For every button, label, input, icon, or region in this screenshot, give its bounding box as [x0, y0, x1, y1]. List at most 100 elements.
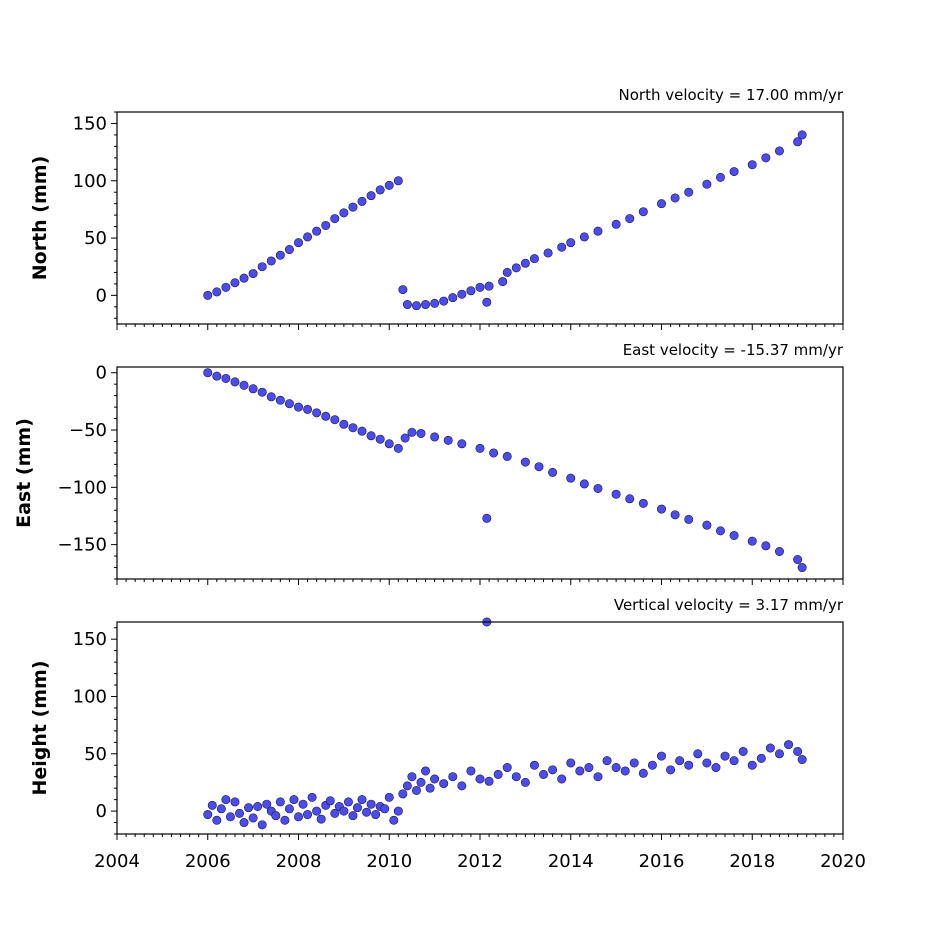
- panel-title-height: Vertical velocity = 3.17 mm/yr: [614, 596, 844, 614]
- data-point-east: [203, 368, 213, 378]
- axes-frame-north: [116, 111, 844, 325]
- data-point-east: [257, 387, 267, 397]
- data-point-height: [520, 777, 530, 787]
- data-point-height: [638, 768, 648, 778]
- data-point-height: [380, 804, 390, 814]
- points-height: [203, 617, 807, 830]
- data-point-east: [457, 439, 467, 449]
- xtick-label-height: 2014: [548, 851, 594, 872]
- data-point-height: [797, 755, 807, 765]
- data-point-north: [761, 153, 771, 163]
- data-point-east: [339, 419, 349, 429]
- data-point-height: [275, 797, 285, 807]
- panel-height: Vertical velocity = 3.17 mm/yr Height (m…: [29, 596, 866, 872]
- data-point-height: [765, 743, 775, 753]
- data-point-height: [566, 758, 576, 768]
- ylabel-east: East (mm): [13, 418, 35, 528]
- data-point-east: [366, 431, 376, 441]
- data-point-height: [548, 765, 558, 775]
- xtick-label-height: 2012: [457, 851, 503, 872]
- data-point-north: [411, 301, 421, 311]
- data-point-height: [253, 801, 263, 811]
- data-point-north: [475, 282, 485, 292]
- data-point-east: [611, 489, 621, 499]
- data-point-height: [298, 799, 308, 809]
- data-point-east: [357, 426, 367, 436]
- data-point-north: [330, 214, 340, 224]
- data-point-height: [529, 760, 539, 770]
- data-point-north: [793, 137, 803, 147]
- data-point-height: [262, 799, 272, 809]
- data-point-north: [375, 185, 385, 195]
- data-point-height: [303, 810, 313, 820]
- data-point-east: [566, 473, 576, 483]
- data-point-east: [221, 373, 231, 383]
- data-point-east: [579, 479, 589, 489]
- data-point-east: [520, 457, 530, 467]
- ytick-label-height: 0: [96, 801, 107, 822]
- data-point-height: [207, 800, 217, 810]
- data-point-height: [212, 815, 222, 825]
- data-point-north: [321, 220, 331, 230]
- data-point-height: [221, 795, 231, 805]
- data-point-east: [284, 399, 294, 409]
- data-point-east: [774, 546, 784, 556]
- data-point-north: [303, 232, 313, 242]
- data-point-height: [466, 766, 476, 776]
- data-point-height: [738, 746, 748, 756]
- data-point-north: [502, 267, 512, 277]
- data-point-height: [362, 807, 372, 817]
- data-point-height: [330, 808, 340, 818]
- ytick-label-height: 100: [73, 686, 107, 707]
- axes-frame-height: [116, 621, 844, 835]
- data-point-north: [747, 160, 757, 170]
- data-point-height: [271, 811, 281, 821]
- data-point-height: [575, 766, 585, 776]
- data-point-height: [411, 785, 421, 795]
- data-point-height: [475, 774, 485, 784]
- data-point-north: [348, 202, 358, 212]
- data-point-north: [421, 300, 431, 310]
- data-point-north: [430, 298, 440, 308]
- data-point-height: [684, 760, 694, 770]
- ticks-height: 0 50 100 150 2004 2006 2008 2010 2012 2014 2016 201…: [73, 627, 866, 872]
- data-point-height: [398, 789, 408, 799]
- data-point-east: [797, 563, 807, 573]
- data-point-east: [375, 434, 385, 444]
- data-point-north: [566, 238, 576, 248]
- data-point-north: [275, 250, 285, 260]
- data-point-north: [656, 199, 666, 209]
- data-point-height: [457, 781, 467, 791]
- data-point-east: [275, 395, 285, 405]
- data-point-east: [212, 371, 222, 381]
- ticks-north: 0 50 100 150: [73, 111, 844, 330]
- data-point-height: [203, 810, 213, 820]
- xtick-label-height: 2008: [276, 851, 322, 872]
- data-point-height: [348, 811, 358, 821]
- data-point-north: [384, 180, 394, 190]
- data-point-north: [284, 245, 294, 255]
- data-point-height: [216, 804, 226, 814]
- ytick-label-north: 0: [96, 285, 107, 306]
- points-east: [203, 368, 807, 573]
- data-point-height: [430, 774, 440, 784]
- data-point-height: [416, 777, 426, 787]
- ytick-label-height: 150: [73, 629, 107, 650]
- ytick-label-north: 50: [84, 228, 107, 249]
- ylabel-north: North (mm): [29, 156, 51, 281]
- data-point-east: [266, 392, 276, 402]
- ytick-label-north: 100: [73, 171, 107, 192]
- data-point-height: [620, 766, 630, 776]
- data-point-east: [729, 530, 739, 540]
- data-point-height: [384, 792, 394, 802]
- data-point-height: [702, 758, 712, 768]
- data-point-height: [248, 813, 258, 823]
- panel-title-north: North velocity = 17.00 mm/yr: [619, 86, 844, 104]
- data-point-east: [793, 555, 803, 565]
- data-point-east: [761, 541, 771, 551]
- data-point-north: [484, 281, 494, 291]
- data-point-east: [416, 428, 426, 438]
- data-point-north: [248, 269, 258, 279]
- data-point-north: [466, 286, 476, 296]
